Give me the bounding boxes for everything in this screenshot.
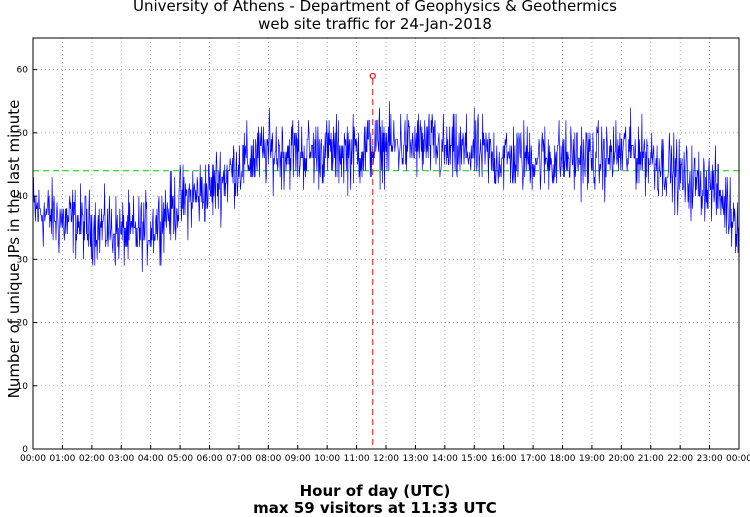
max-point-marker	[369, 72, 376, 80]
axis-ticks: 00:00 01:00 02:00 03:00 04:00 05:00 06:00 07:00…	[17, 66, 750, 464]
x-tick-label: 20:00	[608, 454, 634, 464]
chart-subtitle: web site traffic for 24-Jan-2018	[258, 15, 492, 33]
y-tick-label: 0	[22, 445, 28, 455]
x-tick-label: 15:00	[461, 454, 487, 464]
y-tick-label: 60	[17, 66, 29, 76]
y-tick-label: 20	[17, 319, 29, 329]
x-tick-label: 02:00	[79, 454, 105, 464]
x-tick-label: 19:00	[579, 454, 605, 464]
x-tick-label: 13:00	[402, 454, 428, 464]
y-tick-label: 30	[17, 255, 29, 265]
x-tick-label: 07:00	[226, 454, 252, 464]
x-tick-label: 08:00	[255, 454, 281, 464]
x-tick-label: 04:00	[138, 454, 164, 464]
x-tick-label: 11:00	[344, 454, 370, 464]
y-tick-label: 40	[17, 192, 29, 202]
x-tick-label: 18:00	[550, 454, 576, 464]
x-tick-label: 09:00	[285, 454, 311, 464]
x-tick-label: 03:00	[108, 454, 134, 464]
x-tick-label: 14:00	[432, 454, 458, 464]
x-tick-label: 00:00	[726, 454, 750, 464]
max-visitors-annotation: max 59 visitors at 11:33 UTC	[253, 499, 497, 517]
x-tick-label: 12:00	[373, 454, 399, 464]
x-tick-label: 05:00	[167, 454, 193, 464]
x-tick-label: 17:00	[520, 454, 546, 464]
x-tick-label: 16:00	[491, 454, 517, 464]
y-axis-label: Number of unique IPs in the last minute	[5, 99, 23, 399]
plot-background	[33, 38, 739, 449]
x-axis-label: Hour of day (UTC)	[299, 482, 451, 500]
x-tick-label: 01:00	[49, 454, 75, 464]
x-tick-label: 21:00	[638, 454, 664, 464]
grid-lines	[33, 38, 739, 449]
y-tick-label: 50	[17, 129, 29, 139]
x-tick-label: 10:00	[314, 454, 340, 464]
x-tick-label: 06:00	[197, 454, 223, 464]
y-tick-label: 10	[17, 382, 29, 392]
x-tick-label: 23:00	[697, 454, 723, 464]
x-tick-label: 22:00	[667, 454, 693, 464]
chart-title: University of Athens - Department of Geo…	[133, 0, 617, 15]
x-tick-label: 00:00	[20, 454, 46, 464]
visitors-series-line	[32, 101, 739, 273]
